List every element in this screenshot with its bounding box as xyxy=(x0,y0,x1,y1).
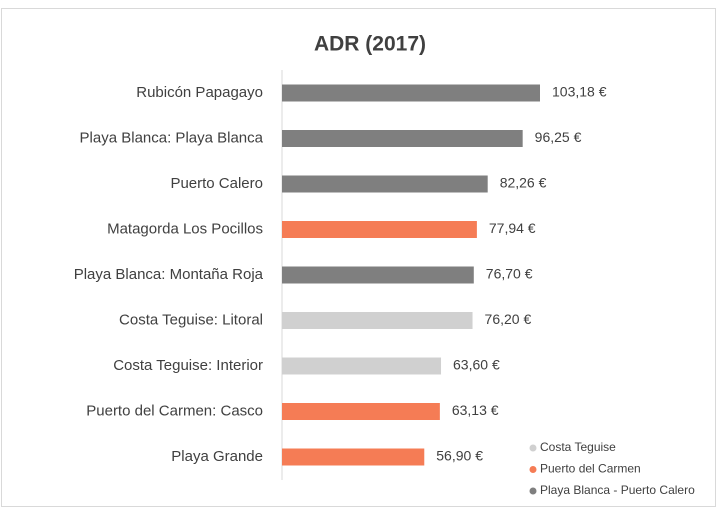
bar xyxy=(282,266,474,284)
category-label: Puerto Calero xyxy=(170,175,263,192)
value-label: 96,25 € xyxy=(535,129,582,145)
value-label: 76,20 € xyxy=(485,311,532,327)
category-label: Costa Teguise: Litoral xyxy=(119,311,263,328)
category-label: Costa Teguise: Interior xyxy=(113,357,263,374)
bar xyxy=(282,357,442,375)
legend-marker xyxy=(529,487,537,495)
category-label: Playa Blanca: Montaña Roja xyxy=(74,266,264,283)
bar xyxy=(282,84,540,102)
bar xyxy=(282,312,473,329)
legend-label: Playa Blanca - Puerto Calero xyxy=(540,483,695,497)
value-label: 103,18 € xyxy=(552,84,607,100)
category-label: Matagorda Los Pocillos xyxy=(107,220,263,237)
legend-marker xyxy=(529,444,537,452)
value-label: 77,94 € xyxy=(489,220,536,236)
chart-border xyxy=(1,8,716,507)
value-label: 82,26 € xyxy=(500,175,547,191)
value-label: 63,60 € xyxy=(453,357,500,373)
legend-label: Costa Teguise xyxy=(540,440,616,454)
value-label: 76,70 € xyxy=(486,266,533,282)
chart-title: ADR (2017) xyxy=(314,33,426,56)
category-label: Puerto del Carmen: Casco xyxy=(86,402,263,419)
legend-marker xyxy=(529,466,537,473)
category-label: Rubicón Papagayo xyxy=(136,84,263,101)
bar xyxy=(282,130,523,147)
category-label: Playa Grande xyxy=(171,448,263,465)
legend-label: Puerto del Carmen xyxy=(540,462,641,476)
bar xyxy=(282,221,477,238)
bar xyxy=(282,403,440,420)
value-label: 56,90 € xyxy=(436,448,483,464)
bar xyxy=(282,448,425,466)
value-label: 63,13 € xyxy=(452,402,499,418)
bar xyxy=(282,175,488,193)
category-label: Playa Blanca: Playa Blanca xyxy=(80,129,264,146)
